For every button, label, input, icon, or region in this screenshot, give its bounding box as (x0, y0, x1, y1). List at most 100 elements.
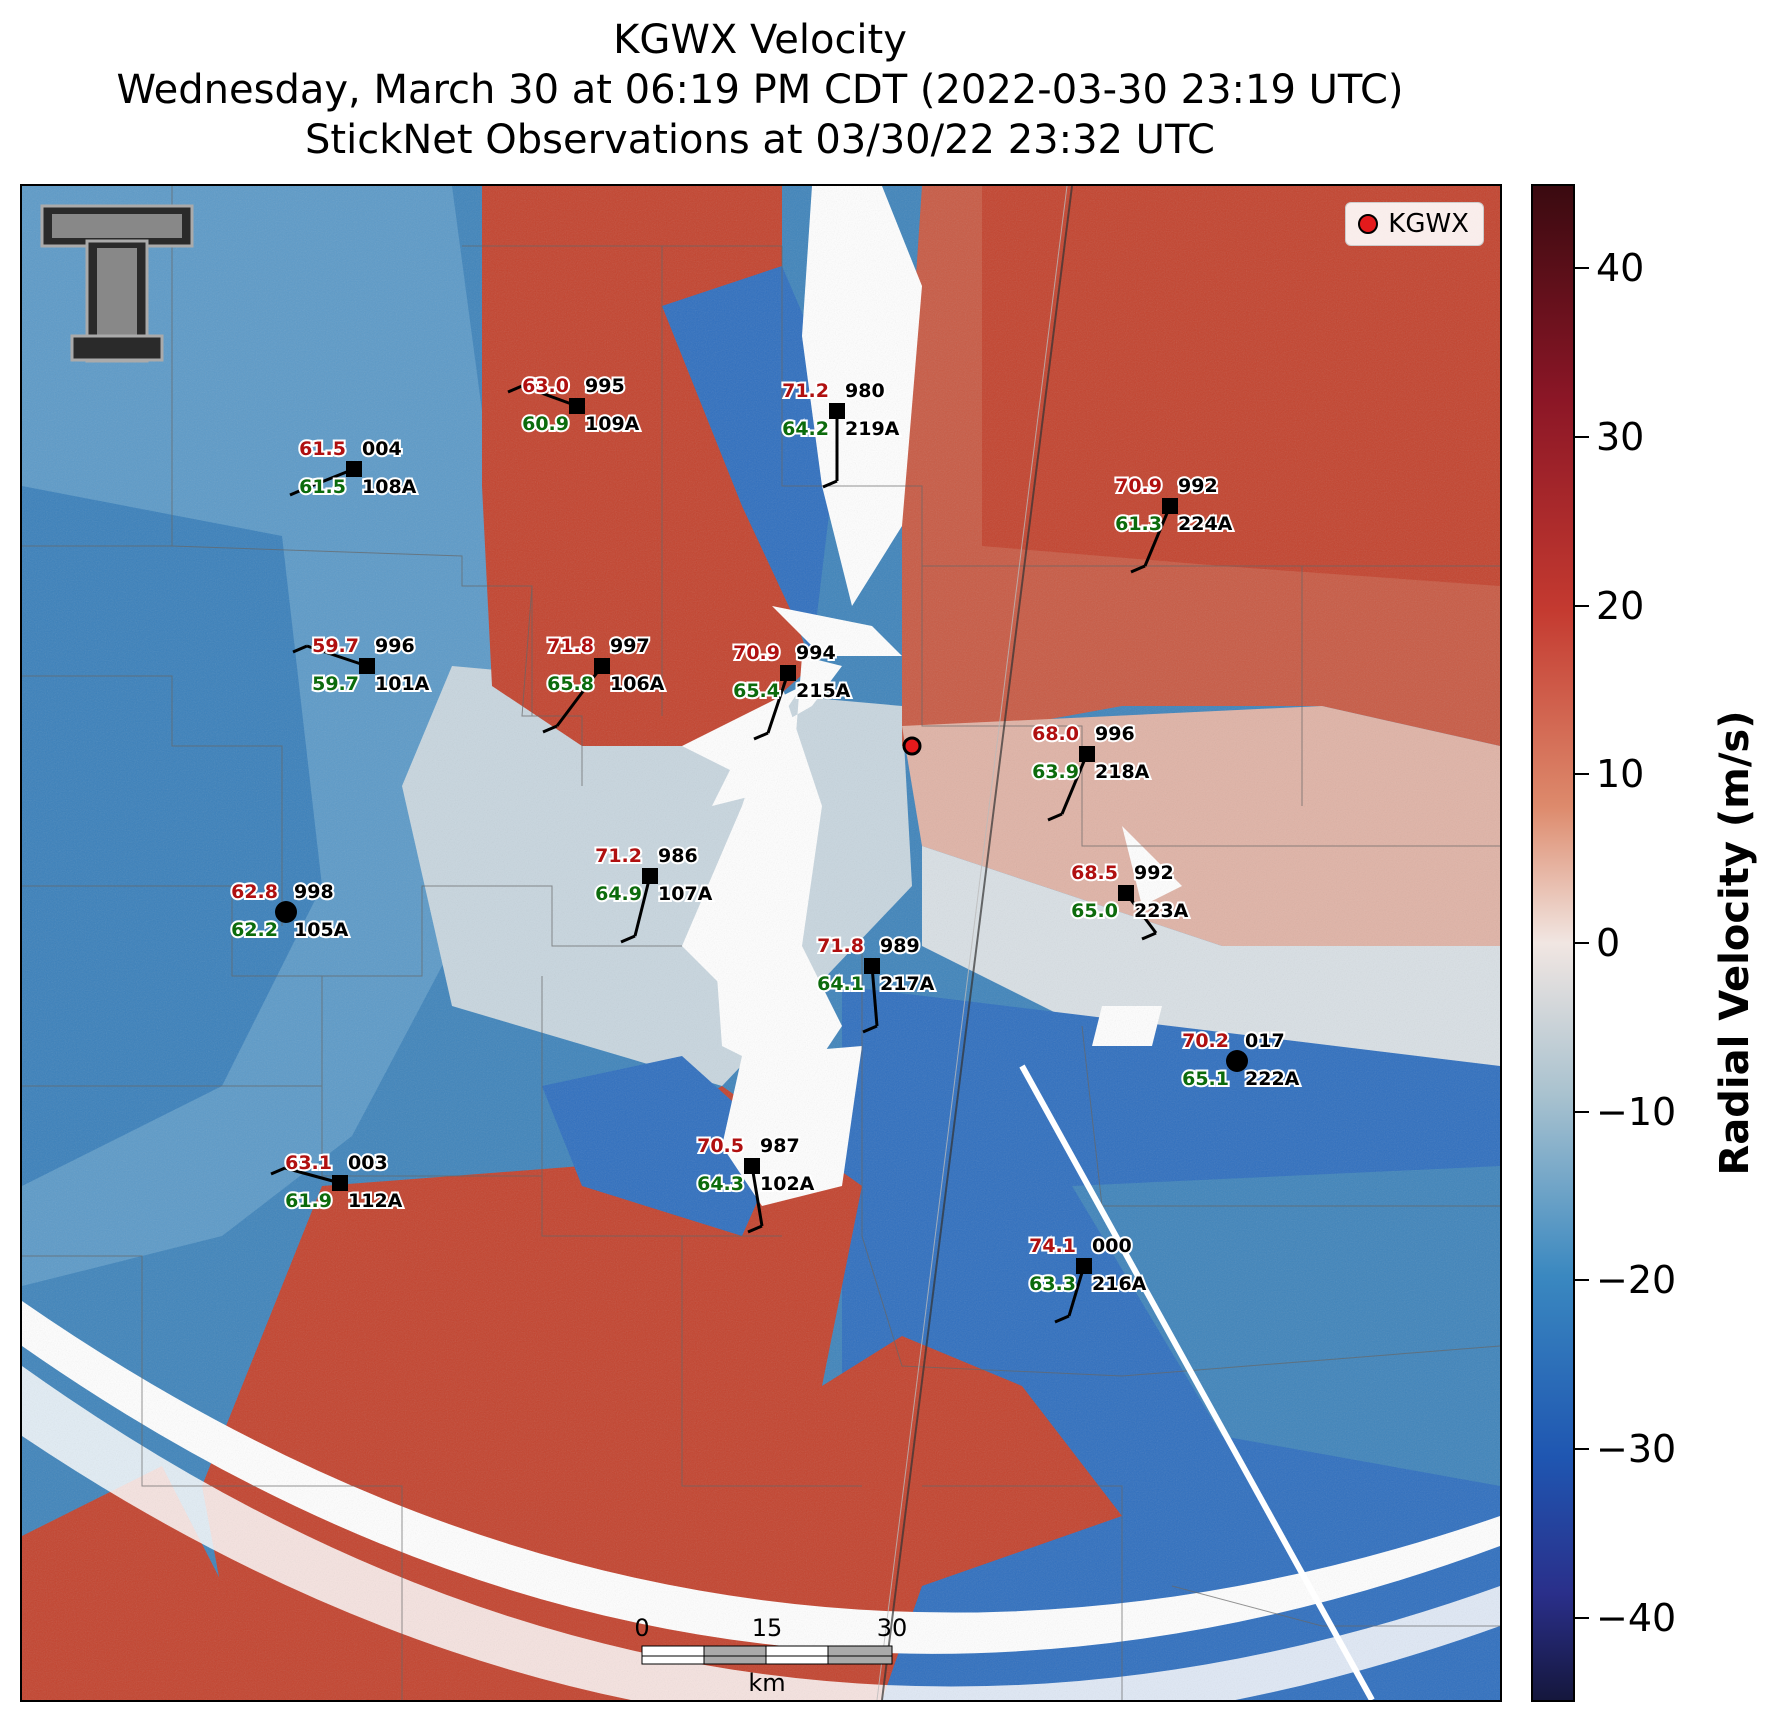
station-216A[interactable]: 74.1 000 63.3 216A (1027, 1233, 1149, 1324)
station-marker (780, 665, 796, 681)
station-dewpoint: 61.9 (285, 1190, 332, 1212)
wind-barb (750, 1165, 764, 1227)
station-marker (1118, 885, 1134, 901)
station-224A[interactable]: 70.9 992 61.3 224A (1113, 473, 1235, 574)
colorbar-tick-label: 30 (1596, 415, 1645, 459)
wind-barb (521, 384, 578, 408)
colorbar-tick-label: 20 (1596, 583, 1645, 628)
station-marker (642, 868, 658, 884)
station-dewpoint: 65.0 (1071, 900, 1118, 922)
station-temp: 70.9 (733, 642, 780, 664)
colorbar-tick-label: 40 (1596, 246, 1645, 291)
wind-barb (1143, 505, 1172, 567)
station-id: 107A (658, 883, 713, 905)
colorbar-tick (1575, 1616, 1589, 1619)
station-id: 106A (610, 673, 665, 695)
station-102A[interactable]: 70.5 987 64.3 102A (695, 1133, 817, 1234)
station-pressure: 996 (1095, 723, 1135, 745)
wind-barb-flag (862, 1024, 878, 1034)
chart-subtitle-time: Wednesday, March 30 at 06:19 PM CDT (202… (116, 67, 1404, 113)
station-215A[interactable]: 70.9 994 65.4 215A (731, 640, 853, 741)
station-temp: 63.1 (285, 1152, 332, 1174)
wind-barb-flag (289, 487, 305, 497)
station-pressure: 017 (1245, 1030, 1285, 1052)
scale-unit: km (748, 1669, 785, 1697)
station-dewpoint: 61.5 (299, 476, 346, 498)
radar-site-legend-marker (1358, 214, 1379, 234)
wind-barb-flag (292, 644, 308, 654)
station-marker (1162, 498, 1178, 514)
station-marker (594, 658, 610, 674)
station-marker (346, 461, 362, 477)
station-dewpoint: 61.3 (1115, 513, 1162, 535)
wind-barb-flag (1054, 1314, 1070, 1324)
station-marker (1076, 1258, 1092, 1274)
wind-barb (633, 875, 652, 937)
station-105A[interactable]: 62.8 998 62.2 105A (229, 879, 351, 943)
station-pressure: 000 (1092, 1235, 1132, 1257)
texas-tech-double-t-logo (40, 204, 194, 363)
station-marker (1226, 1050, 1248, 1072)
wind-barb-flag (822, 479, 838, 489)
station-dewpoint: 62.2 (231, 919, 278, 941)
station-219A[interactable]: 71.2 980 64.2 219A (780, 378, 902, 489)
station-pressure: 997 (610, 635, 650, 657)
colorbar-tick (1575, 1448, 1589, 1450)
wind-barb (284, 1166, 341, 1185)
station-222A[interactable]: 70.2 017 65.1 222A (1180, 1028, 1302, 1092)
station-id: 112A (348, 1190, 403, 1212)
station-pressure: 992 (1134, 862, 1174, 884)
station-marker (359, 658, 375, 674)
station-dewpoint: 65.1 (1182, 1068, 1229, 1090)
colorbar-label: Radial Velocity (m/s) (1712, 710, 1758, 1176)
station-temp: 59.7 (312, 635, 359, 657)
scale-tick-15: 15 (752, 1614, 783, 1642)
station-pressure: 003 (348, 1152, 388, 1174)
station-dewpoint: 63.3 (1029, 1273, 1076, 1295)
station-pressure: 980 (845, 380, 885, 402)
station-marker (1079, 746, 1095, 762)
colorbar-tick-label: −40 (1596, 1595, 1677, 1640)
wind-barb-flag (1141, 931, 1157, 941)
station-101A[interactable]: 59.7 996 59.7 101A (292, 633, 432, 697)
wind-barb-flag (1130, 564, 1146, 574)
station-id: 105A (294, 919, 349, 941)
radar-site-marker (902, 736, 922, 756)
station-218A[interactable]: 68.0 996 63.9 218A (1030, 721, 1152, 822)
station-217A[interactable]: 71.8 989 64.1 217A (815, 933, 937, 1034)
station-107A[interactable]: 71.2 986 64.9 107A (593, 843, 715, 944)
colorbar (1531, 184, 1575, 1702)
colorbar-tick (1575, 604, 1589, 607)
station-marker (864, 958, 880, 974)
wind-barb-flag (270, 1166, 286, 1176)
colorbar-tick (1575, 1279, 1589, 1282)
station-pressure: 998 (294, 881, 334, 903)
chart-subtitle-obs: StickNet Observations at 03/30/22 23:32 … (305, 117, 1215, 163)
station-temp: 68.0 (1032, 723, 1079, 745)
station-temp: 70.5 (697, 1135, 744, 1157)
station-temp: 63.0 (522, 375, 569, 397)
colorbar-tick (1575, 436, 1589, 438)
station-pressure: 004 (362, 438, 402, 460)
radar-map[interactable]: 0 15 30 km 63.0 995 60.9 109A 71.2 980 64.2 219… (20, 184, 1502, 1702)
colorbar-tick-label: 0 (1596, 921, 1621, 965)
station-106A[interactable]: 71.8 997 65.8 106A (542, 633, 667, 734)
station-marker (744, 1158, 760, 1174)
station-dewpoint: 64.9 (595, 883, 642, 905)
wind-barb (766, 672, 790, 734)
colorbar-tick (1575, 773, 1589, 776)
station-pressure: 992 (1178, 475, 1218, 497)
station-dewpoint: 64.2 (782, 418, 829, 440)
wind-barb (1067, 1265, 1086, 1317)
station-temp: 71.2 (782, 380, 829, 402)
chart-title: KGWX Velocity (613, 17, 907, 63)
station-id: 223A (1134, 900, 1189, 922)
station-112A[interactable]: 63.1 003 61.9 112A (270, 1150, 405, 1214)
station-id: 215A (796, 680, 851, 702)
station-109A[interactable]: 63.0 995 60.9 109A (507, 373, 642, 437)
station-108A[interactable]: 61.5 004 61.5 108A (289, 436, 419, 500)
scale-tick-30: 30 (877, 1614, 908, 1642)
station-223A[interactable]: 68.5 992 65.0 223A (1069, 860, 1191, 941)
station-pressure: 986 (658, 845, 698, 867)
station-id: 102A (760, 1173, 815, 1195)
